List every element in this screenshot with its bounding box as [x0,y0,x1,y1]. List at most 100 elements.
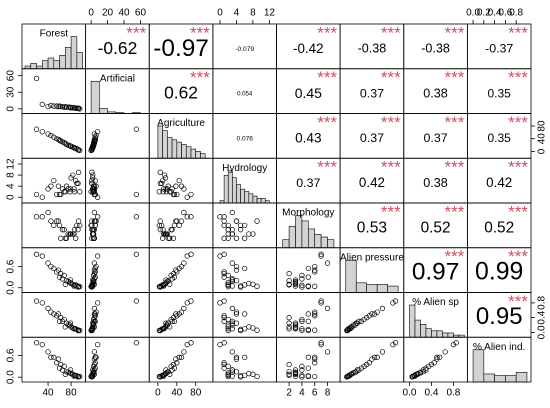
scatter-point [221,235,227,241]
scatter-point [48,354,54,360]
scatter-point [70,172,76,178]
correlation-value: -0.38 [358,42,387,56]
scatter-point [305,265,311,272]
scatter-point [312,356,318,362]
scatter-point [229,305,235,312]
variable-name: Alien pressure [340,252,404,263]
scatter-point [312,309,318,315]
scatter-point [75,327,82,333]
scatter-point [286,320,292,326]
scatter-point [89,373,95,380]
scatter-point [286,361,292,368]
scatter-point [92,134,98,140]
scatter-point [51,311,57,317]
significance-stars: *** [508,202,528,221]
scatter-point [91,235,98,241]
x-tick-label: 4 [234,8,240,19]
scatter-point [233,309,240,315]
scatter-point [61,104,67,110]
y-tick-label: 0.6 [6,348,17,362]
scatter-point [71,105,78,111]
correlation-value: -0.079 [235,46,254,53]
scatter-point [171,222,178,229]
scatter-point [299,276,305,282]
scatter-point [33,251,40,257]
scatter-point [159,180,165,187]
panel-frame [148,157,214,204]
x-tick-label: 0.2 [477,8,491,19]
scatter-point [254,373,260,380]
scatter-point [95,214,101,220]
histogram-bar [366,284,378,293]
scatter-point [229,367,235,373]
x-tick-label: 40 [171,388,183,399]
scatter-point [225,326,231,332]
scatter-point [55,218,62,224]
scatter-point [160,372,166,379]
scatter-point [48,102,54,109]
histogram-bar [30,63,37,70]
scatter-point [56,222,63,229]
scatter-point [92,177,98,184]
scatter-point [45,209,51,216]
histogram-bar [248,193,254,204]
scatter-point [431,360,437,366]
scatter-point [188,251,194,257]
histogram-bar [24,65,32,70]
scatter-point [161,172,168,178]
significance-stars: *** [126,23,146,42]
scatter-point [221,214,227,220]
scatter-point [39,194,45,200]
scatter-point [91,361,98,368]
scatter-point [305,354,311,360]
scatter-point [229,322,235,328]
histogram-bar [483,373,495,383]
histogram-bar [36,65,43,70]
scatter-point [170,314,177,321]
scatter-point [59,186,66,192]
histogram-bar [442,332,449,338]
scatter-point [176,311,182,317]
scatter-point [371,354,378,360]
histogram-bar [420,324,427,338]
scatter-point [90,186,96,192]
scatter-point [292,369,299,375]
panel-frame [21,202,87,249]
scatter-point [39,214,45,220]
scatter-point [90,282,96,288]
scatter-point [89,327,95,333]
scatter-point [62,281,68,287]
scatter-point [312,373,318,380]
scatter-point [221,251,227,257]
scatter-point [163,186,169,192]
scatter-point [318,298,324,304]
scatter-point [181,305,187,312]
significance-stars: *** [381,68,401,87]
scatter-point [170,270,177,277]
variable-name: Hydrology [222,163,267,174]
scatter-point [324,260,331,266]
scatter-point [292,320,299,326]
scatter-point [62,140,68,147]
histogram-bar [472,349,485,383]
scatter-point [90,367,96,373]
correlation-value: 0.35 [488,131,512,145]
scatter-point [39,341,45,348]
histogram-bar [252,195,258,204]
scatter-point [59,227,66,233]
scatter-point [74,105,80,111]
scatter-point [75,283,82,289]
scatter-point [75,373,82,380]
scatter-point [292,322,299,328]
scatter-point [39,101,45,108]
scatter-point [91,191,98,198]
x-tick-label: 12 [264,8,276,19]
y-tick-label: 80 [537,120,548,132]
scatter-point [312,360,318,366]
scatter-point [242,311,248,317]
scatter-point [176,354,182,360]
histogram-bar [76,52,83,70]
scatter-point [162,175,169,181]
scatter-point [312,354,318,360]
scatter-point [324,349,331,355]
